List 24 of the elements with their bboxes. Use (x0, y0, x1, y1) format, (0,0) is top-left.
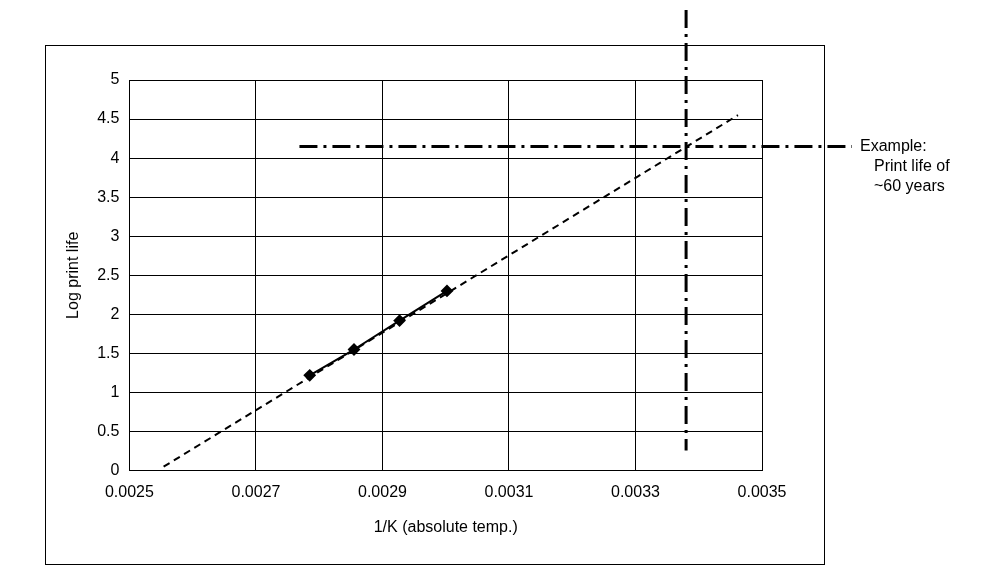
point (348, 343, 360, 356)
point (393, 314, 406, 327)
x-tick-label: 0.0025 (104, 482, 155, 500)
x-axis-title: 1/K (absolute temp.) (373, 517, 518, 535)
y-tick-label: 3 (110, 226, 120, 244)
x-tick-label: 0.0027 (231, 482, 281, 500)
x-tick-label: 0.0029 (358, 482, 408, 500)
x-tick-label: 0.0033 (611, 482, 661, 500)
x-tick-label: 0.0035 (737, 482, 787, 500)
y-axis-title: Log print life (64, 231, 82, 319)
y-tick-label: 2.5 (97, 265, 120, 283)
ref-line-label: Example: Print life of ~60 years (860, 136, 951, 194)
y-tick-label: 5 (110, 70, 120, 88)
y-tick-label: 3.5 (97, 187, 120, 205)
y-tick-label: 0.5 (97, 421, 120, 439)
y-tick-label: 2 (110, 304, 120, 322)
x-tick-label: 0.0031 (484, 482, 534, 500)
y-tick-label: 4 (110, 148, 120, 166)
point (303, 369, 316, 382)
y-tick-label: 0 (110, 461, 120, 479)
y-tick-label: 4.5 (97, 109, 120, 127)
y-tick-label: 1.5 (97, 343, 120, 361)
point (440, 284, 453, 297)
y-tick-label: 1 (110, 382, 120, 400)
